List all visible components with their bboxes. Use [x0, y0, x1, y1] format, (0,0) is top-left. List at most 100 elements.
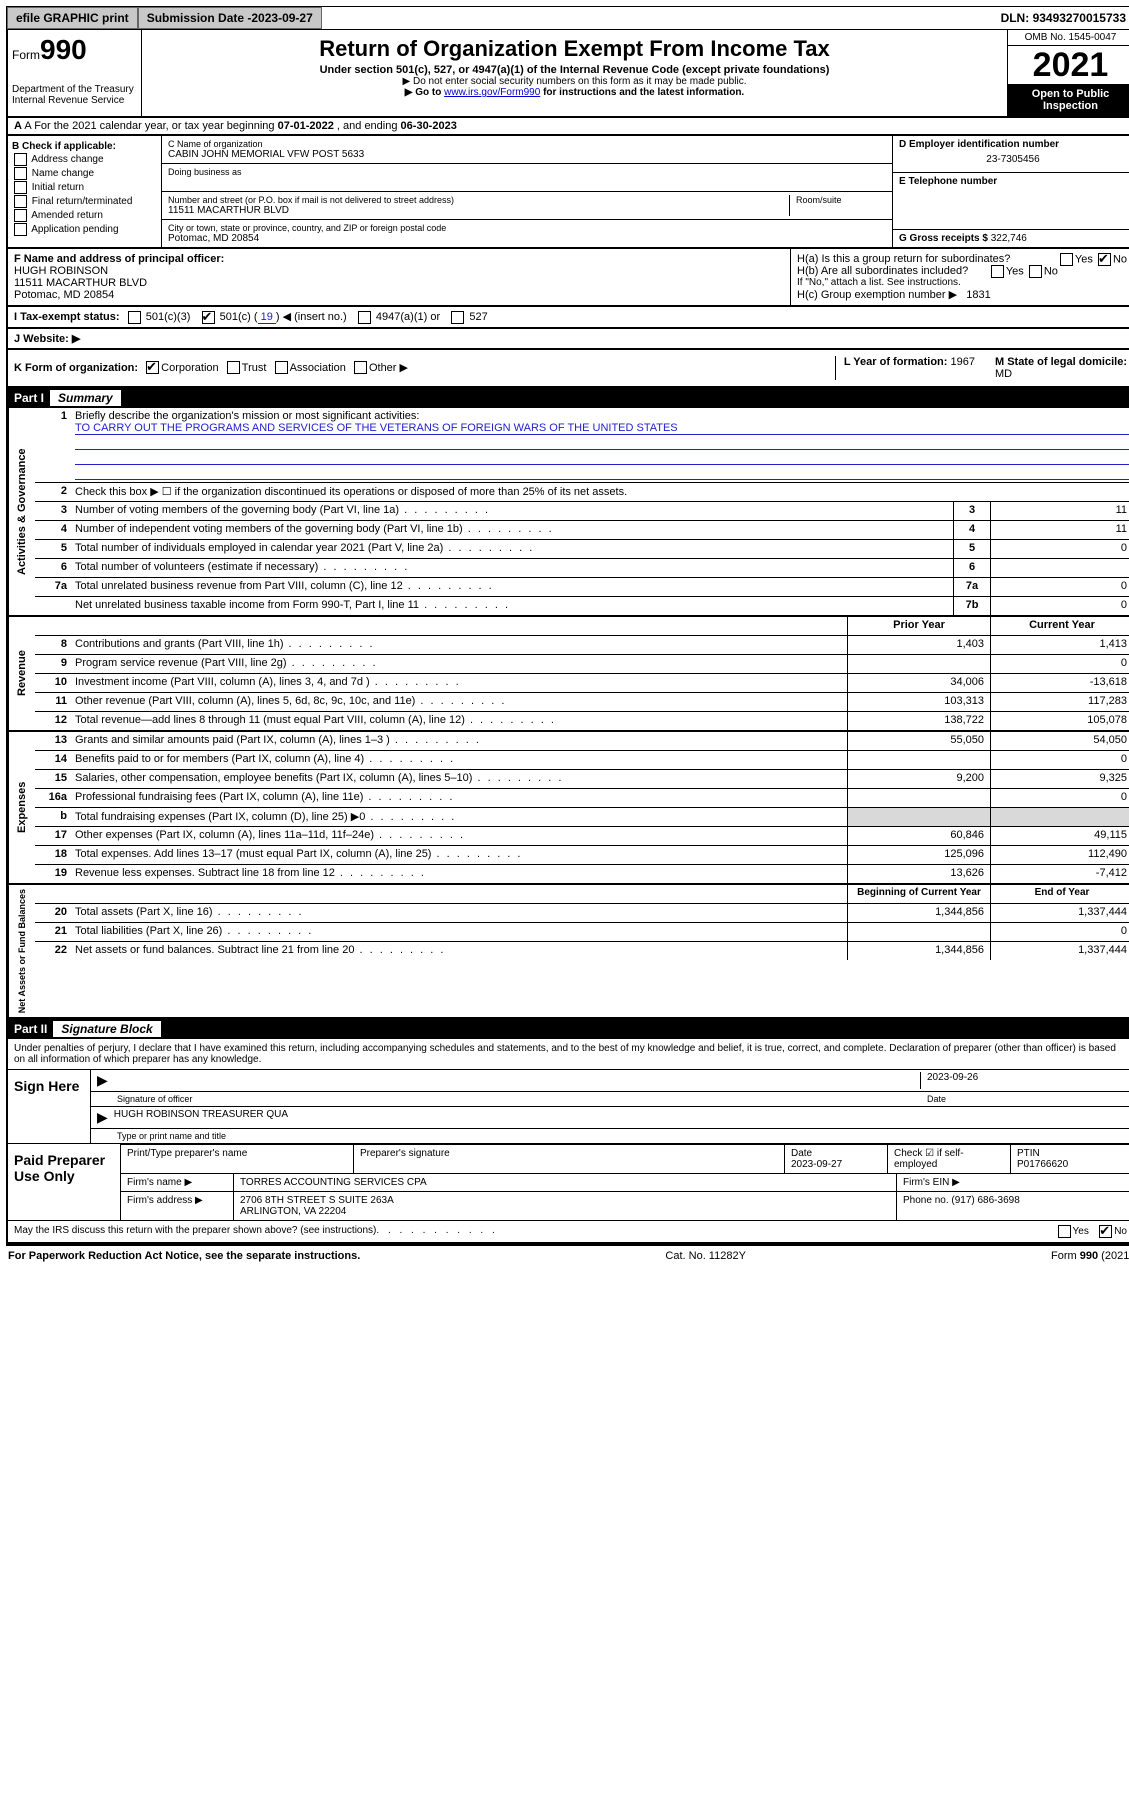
addr-label: Number and street (or P.O. box if mail i…: [168, 195, 783, 205]
section-b-to-g: B Check if applicable: Address change Na…: [6, 136, 1129, 249]
ein-value: 23-7305456: [899, 150, 1127, 169]
form-subtitle: Under section 501(c), 527, or 4947(a)(1)…: [148, 64, 1001, 76]
firm-name-label: Firm's name ▶: [121, 1174, 234, 1191]
row-text: Net unrelated business taxable income fr…: [71, 597, 953, 615]
note2-pre: ▶ Go to: [405, 87, 444, 98]
side-expenses: Expenses: [8, 732, 35, 883]
chk-501c3[interactable]: [128, 311, 141, 324]
summary-row: bTotal fundraising expenses (Part IX, co…: [35, 807, 1129, 826]
firm-phone-label: Phone no.: [903, 1195, 951, 1206]
side-revenue: Revenue: [8, 617, 35, 730]
chk-application-pending[interactable]: [14, 223, 27, 236]
chk-assoc[interactable]: [275, 361, 288, 374]
row-text: Total unrelated business revenue from Pa…: [71, 578, 953, 596]
chk-4947[interactable]: [358, 311, 371, 324]
ha-no[interactable]: [1098, 253, 1111, 266]
lbl-assoc: Association: [290, 362, 346, 374]
page-footer: For Paperwork Reduction Act Notice, see …: [6, 1245, 1129, 1266]
lbl-501c-num: 19: [258, 311, 276, 324]
row-num: 15: [35, 770, 71, 788]
hb-no[interactable]: [1029, 265, 1042, 278]
row-boxnum: 5: [953, 540, 990, 558]
row-text: Number of voting members of the governin…: [71, 502, 953, 520]
row-current: -7,412: [990, 865, 1129, 883]
omb-number: OMB No. 1545-0047: [1008, 30, 1129, 46]
lbl-trust: Trust: [242, 362, 267, 374]
row-text: Other revenue (Part VIII, column (A), li…: [71, 693, 847, 711]
summary-revenue: Revenue b Prior Year Current Year 8Contr…: [6, 617, 1129, 732]
efile-print-button[interactable]: efile GRAPHIC print: [7, 7, 138, 29]
row-prior: 34,006: [847, 674, 990, 692]
city-label: City or town, state or province, country…: [168, 223, 886, 233]
sig-declaration: Under penalties of perjury, I declare th…: [8, 1039, 1129, 1069]
rowA-begin: 07-01-2022: [278, 120, 334, 132]
row-num: 14: [35, 751, 71, 769]
col-f-officer: F Name and address of principal officer:…: [8, 249, 791, 305]
row-text: Total assets (Part X, line 16): [71, 904, 847, 922]
irs-link[interactable]: www.irs.gov/Form990: [444, 87, 540, 98]
chk-corp[interactable]: [146, 361, 159, 374]
lbl-527: 527: [469, 311, 487, 323]
row-text: Number of independent voting members of …: [71, 521, 953, 539]
row-num: 20: [35, 904, 71, 922]
firm-addr2: ARLINGTON, VA 22204: [240, 1206, 890, 1217]
pp-date-value: 2023-09-27: [791, 1159, 842, 1170]
row-prior: 138,722: [847, 712, 990, 730]
row-prior: [847, 655, 990, 673]
side-net: Net Assets or Fund Balances: [8, 885, 35, 1017]
row-prior: 9,200: [847, 770, 990, 788]
row-text: Contributions and grants (Part VIII, lin…: [71, 636, 847, 654]
summary-row: 3Number of voting members of the governi…: [35, 501, 1129, 520]
lbl-501c3: 501(c)(3): [146, 311, 191, 323]
col-end-year: End of Year: [990, 885, 1129, 903]
ha-yes[interactable]: [1060, 253, 1073, 266]
chk-527[interactable]: [451, 311, 464, 324]
chk-final-return[interactable]: [14, 195, 27, 208]
row-text: Investment income (Part VIII, column (A)…: [71, 674, 847, 692]
summary-row: 12Total revenue—add lines 8 through 11 (…: [35, 711, 1129, 730]
summary-governance: Activities & Governance 1 Briefly descri…: [6, 408, 1129, 617]
row-k-form-org: K Form of organization: Corporation Trus…: [6, 350, 1129, 388]
may-irs-yes[interactable]: [1058, 1225, 1071, 1238]
chk-501c[interactable]: [202, 311, 215, 324]
summary-row: 20Total assets (Part X, line 16)1,344,85…: [35, 903, 1129, 922]
row-text: Net assets or fund balances. Subtract li…: [71, 942, 847, 960]
chk-initial-return[interactable]: [14, 181, 27, 194]
tax-year: 2021: [1008, 46, 1129, 84]
sign-here-label: Sign Here: [8, 1070, 91, 1143]
section-f-h: F Name and address of principal officer:…: [6, 249, 1129, 307]
summary-row: 10Investment income (Part VIII, column (…: [35, 673, 1129, 692]
part1-header: Part I Summary: [6, 388, 1129, 408]
may-irs-no[interactable]: [1099, 1225, 1112, 1238]
chk-name-change[interactable]: [14, 167, 27, 180]
col-begin-year: Beginning of Current Year: [847, 885, 990, 903]
row-text: Total revenue—add lines 8 through 11 (mu…: [71, 712, 847, 730]
summary-row: 6Total number of volunteers (estimate if…: [35, 558, 1129, 577]
row-num: 22: [35, 942, 71, 960]
chk-other[interactable]: [354, 361, 367, 374]
footer-mid: Cat. No. 11282Y: [665, 1250, 746, 1262]
ein-label: D Employer identification number: [899, 139, 1059, 150]
chk-address-change[interactable]: [14, 153, 27, 166]
row-value: 11: [990, 521, 1129, 539]
row-prior: 103,313: [847, 693, 990, 711]
lbl-application-pending: Application pending: [31, 224, 118, 235]
col-prior-year: Prior Year: [847, 617, 990, 635]
chk-amended-return[interactable]: [14, 209, 27, 222]
col-d-e-g: D Employer identification number 23-7305…: [892, 136, 1129, 247]
row-boxnum: 3: [953, 502, 990, 520]
row-current: 54,050: [990, 732, 1129, 750]
city-value: Potomac, MD 20854: [168, 233, 886, 244]
signature-block: Under penalties of perjury, I declare th…: [6, 1039, 1129, 1245]
chk-trust[interactable]: [227, 361, 240, 374]
row-num: 3: [35, 502, 71, 520]
dln-cell: DLN: 93493270015733: [993, 7, 1129, 29]
form-number: 990: [40, 34, 87, 65]
header-right: OMB No. 1545-0047 2021 Open to Public In…: [1007, 30, 1129, 116]
hb-yes[interactable]: [991, 265, 1004, 278]
phone-label: E Telephone number: [899, 176, 997, 187]
firm-addr1: 2706 8TH STREET S SUITE 263A: [240, 1195, 890, 1206]
row-current: [990, 808, 1129, 826]
row-value: 0: [990, 540, 1129, 558]
summary-row: 17Other expenses (Part IX, column (A), l…: [35, 826, 1129, 845]
